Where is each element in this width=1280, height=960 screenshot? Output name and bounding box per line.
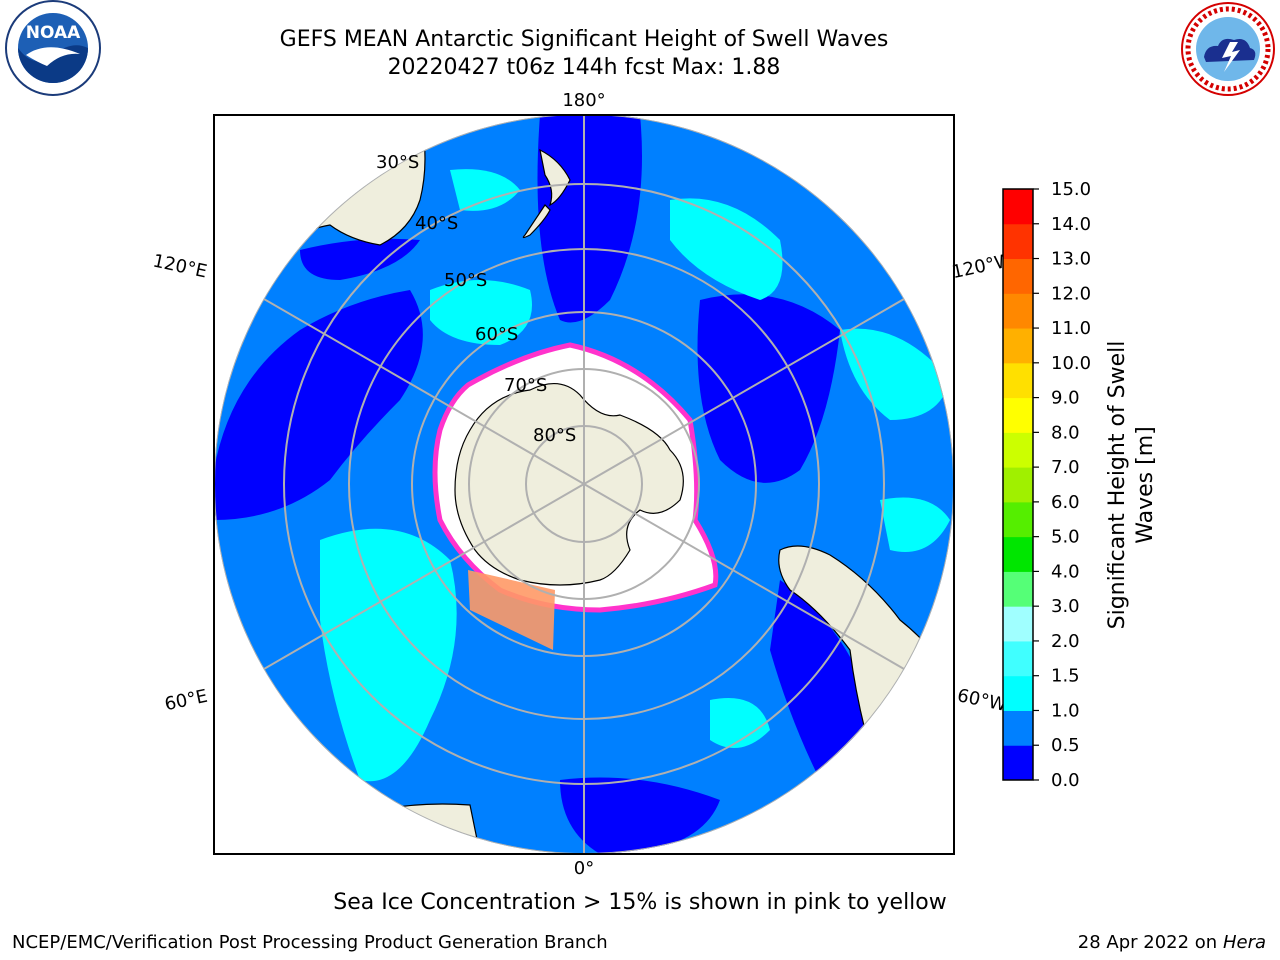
colorbar-tick-label: 13.0 — [1051, 249, 1091, 270]
map-title-line2: 20220427 t06z 144h fcst Max: 1.88 — [387, 55, 781, 80]
colorbar-band — [1003, 258, 1033, 294]
colorbar-band — [1003, 397, 1033, 433]
colorbar: 15.0 14.0 13.0 12.0 11.0 10.0 9.0 8.0 7.0 6.0 5.0 4… — [995, 179, 1175, 791]
colorbar-band — [1003, 606, 1033, 642]
colorbar-tick-label: 7.0 — [1051, 457, 1080, 478]
colorbar-tick-label: 2.0 — [1051, 631, 1080, 652]
colorbar-band — [1003, 571, 1033, 607]
sea-ice-weddell — [468, 570, 555, 650]
colorbar-tick-label: 12.0 — [1051, 283, 1091, 304]
colorbar-tick-label: 4.0 — [1051, 561, 1080, 582]
colorbar-frame — [1002, 188, 1034, 781]
colorbar-tick-label: 5.0 — [1051, 527, 1080, 548]
colorbar-band — [1003, 223, 1033, 260]
colorbar-band — [1003, 501, 1033, 538]
colorbar-tick-label: 0.0 — [1051, 770, 1080, 790]
lat-label-70s: 70°S — [504, 375, 547, 396]
map-area — [214, 115, 954, 854]
colorbar-tick-label: 0.5 — [1051, 735, 1080, 756]
nws-logo — [1176, 0, 1280, 100]
colorbar-band — [1003, 640, 1033, 677]
lat-label-40s: 40°S — [415, 213, 458, 234]
colorbar-band — [1003, 536, 1033, 572]
colorbar-bands — [1003, 189, 1033, 781]
map-panel: 30°S 40°S 50°S 60°S 70°S 80°S 180° 0° 12… — [150, 85, 1020, 880]
colorbar-tick-label: 14.0 — [1051, 214, 1091, 235]
colorbar-tick-label: 9.0 — [1051, 388, 1080, 409]
map-frame — [213, 114, 955, 855]
colorbar-band — [1003, 293, 1033, 329]
lat-label-80s: 80°S — [533, 425, 576, 446]
lat-label-30s: 30°S — [376, 152, 419, 173]
lon-label-180: 180° — [562, 90, 605, 111]
lon-label-120e: 120°E — [151, 251, 209, 283]
lat-label-60s: 60°S — [475, 324, 518, 345]
footer-date-text: 28 Apr 2022 on — [1077, 932, 1223, 953]
colorbar-tick-label: 1.5 — [1051, 666, 1080, 687]
footer-host: Hera — [1222, 932, 1266, 953]
colorbar-band — [1003, 675, 1033, 711]
colorbar-ticks: 15.0 14.0 13.0 12.0 11.0 10.0 9.0 8.0 7.0 6.0 5.0 4… — [1033, 179, 1091, 791]
noaa-logo: NOAA — [2, 0, 104, 100]
latitude-labels: 30°S 40°S 50°S 60°S 70°S 80°S — [376, 152, 576, 446]
noaa-logo-text: NOAA — [26, 23, 81, 43]
colorbar-band — [1003, 328, 1033, 364]
colorbar-tick-label: 11.0 — [1051, 318, 1091, 339]
lon-label-0: 0° — [574, 858, 594, 879]
colorbar-tick-label: 15.0 — [1051, 180, 1091, 200]
sea-ice-caption: Sea Ice Concentration > 15% is shown in … — [333, 890, 947, 915]
footer-branch: NCEP/EMC/Verification Post Processing Pr… — [12, 932, 608, 953]
colorbar-tick-label: 8.0 — [1051, 422, 1080, 443]
colorbar-band — [1003, 710, 1033, 746]
colorbar-label-line1: Significant Height of Swell — [1105, 341, 1130, 630]
lat-label-50s: 50°S — [444, 270, 487, 291]
colorbar-tick-label: 10.0 — [1051, 353, 1091, 374]
colorbar-band — [1003, 432, 1033, 468]
colorbar-label-line2: Waves [m] — [1133, 426, 1158, 543]
colorbar-band — [1003, 745, 1033, 781]
antarctica-land — [454, 383, 684, 586]
map-title-line1: GEFS MEAN Antarctic Significant Height o… — [279, 27, 889, 52]
colorbar-tick-label: 1.0 — [1051, 700, 1080, 721]
colorbar-label: Significant Height of Swell Waves [m] — [1105, 341, 1158, 630]
colorbar-band — [1003, 467, 1033, 503]
colorbar-tick-label: 6.0 — [1051, 492, 1080, 513]
colorbar-band — [1003, 362, 1033, 399]
graticule-meridians — [214, 115, 954, 854]
lon-label-60e: 60°E — [163, 686, 210, 716]
colorbar-tick-label: 3.0 — [1051, 596, 1080, 617]
footer-date: 28 Apr 2022 on Hera — [1078, 932, 1266, 953]
colorbar-band — [1003, 189, 1033, 225]
